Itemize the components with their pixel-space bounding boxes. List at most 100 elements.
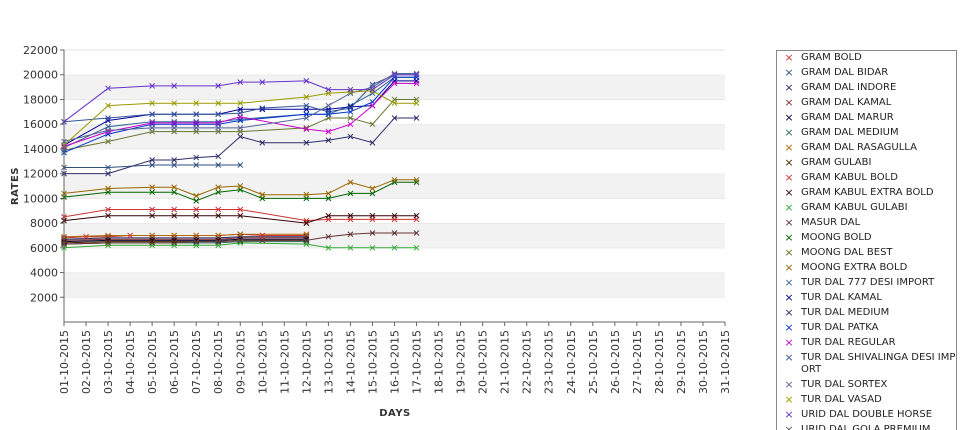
legend-item: × TUR DAL 777 DESI IMPORT [777,276,956,291]
x-tick-label: 27-10-2015 [631,330,644,394]
legend-marker-icon: × [784,261,794,274]
legend-item: × MOONG BOLD [777,231,956,246]
data-point-gram-dal-medium [303,238,310,245]
data-point-tur-dal-777-desi-import [171,118,178,125]
series-line-gram-dal-kamal [63,237,307,241]
data-point-gram-dal-rasagulla [105,232,111,239]
legend-item: × GRAM KABUL EXTRA BOLD [777,186,956,201]
data-point-moong-extra-bold [413,176,420,183]
legend-label: TUR DAL PATKA [801,322,879,333]
data-point-gram-dal-bidar [105,164,111,171]
y-tick-label: 22000 [23,44,58,57]
legend-item: × TUR DAL KAMAL [777,291,956,306]
data-point-moong-bold [193,197,200,204]
series-line-moong-extra-bold [63,179,417,197]
data-point-gram-kabul-extra-bold [237,212,244,219]
data-point-tur-dal-medium [259,139,266,146]
data-point-gram-kabul-gulabi [391,244,398,251]
legend-item: × GRAM KABUL GULABI [777,201,956,216]
x-tick-label: 17-10-2015 [411,330,424,394]
data-point-moong-bold [325,195,332,202]
legend-marker-icon: × [784,393,794,406]
data-point-tur-dal-shivalinga-desi-import [237,110,244,116]
legend-item: × GRAM GULABI [777,156,956,171]
data-point-masur-dal [171,240,178,246]
x-tick-label: 23-10-2015 [543,330,556,394]
x-tick-label: 26-10-2015 [609,330,622,394]
data-point-moong-extra-bold [149,184,155,191]
legend-item: × GRAM BOLD [777,51,956,66]
data-point-moong-bold [149,189,155,196]
data-point-tur-dal-kamal [105,117,111,124]
data-point-tur-dal-777-desi-import [237,116,244,123]
data-point-tur-dal-777-desi-import [215,118,222,125]
x-tick-label: 21-10-2015 [499,330,512,394]
data-point-gram-kabul-bold [149,206,155,213]
legend-marker-icon: × [784,408,794,421]
legend-label: MASUR DAL [801,217,861,228]
legend-item: × GRAM DAL BIDAR [777,66,956,81]
x-tick-label: 07-10-2015 [190,330,203,394]
data-point-urid-dal-double-horse [369,86,376,93]
legend-label: TUR DAL MEDIUM [801,307,890,318]
legend-item: × GRAM KABUL BOLD [777,171,956,186]
data-point-tur-dal-medium [391,115,398,121]
data-point-gram-dal-marur [171,237,178,244]
legend-marker-icon: × [784,66,794,79]
data-point-gram-dal-rasagulla [193,232,200,239]
data-point-gram-dal-marur [149,237,155,244]
x-tick-label: 05-10-2015 [146,330,159,394]
data-point-tur-dal-vasad [391,100,398,107]
data-point-masur-dal [193,238,200,245]
legend-item: × TUR DAL SHIVALINGA DESI IMPORT [777,351,956,378]
data-point-masur-dal [391,230,398,236]
legend-marker-icon: × [784,51,794,64]
data-point-tur-dal-sortex [149,125,155,131]
data-point-tur-dal-medium [325,137,332,144]
legend-item: × GRAM DAL MARUR [777,111,956,126]
data-point-gram-dal-rasagulla [171,232,178,239]
data-point-moong-dal-best [303,125,310,131]
legend-marker-icon: × [784,378,794,391]
legend-label: MOONG BOLD [801,232,872,243]
legend-item: × GRAM DAL KAMAL [777,96,956,111]
data-point-urid-dal-double-horse [347,86,354,93]
data-point-moong-extra-bold [347,179,354,186]
grid-band [64,74,725,100]
legend-marker-icon: × [784,156,794,169]
data-point-gram-kabul-gulabi [413,244,420,251]
legend-marker-icon: × [784,276,794,289]
x-tick-label: 04-10-2015 [124,330,137,394]
legend-label: GRAM DAL MEDIUM [801,127,899,138]
data-point-tur-dal-shivalinga-desi-import [105,115,111,121]
grid-band [64,173,725,199]
data-point-tur-dal-sortex [325,102,332,109]
data-point-tur-dal-sortex [391,70,398,77]
data-point-moong-bold [171,189,178,196]
legend-item: × TUR DAL PATKA [777,321,956,336]
y-tick-label: 10000 [23,192,58,205]
y-tick-label: 8000 [30,217,58,230]
data-point-gram-kabul-extra-bold [347,212,354,219]
data-point-gram-kabul-extra-bold [369,212,376,219]
data-point-masur-dal [325,233,332,240]
y-axis-label: RATES [10,167,21,205]
legend-marker-icon: × [784,321,794,334]
series-line-gram-dal-rasagulla [63,233,307,238]
legend-item: × GRAM DAL INDORE [777,81,956,96]
legend-label: GRAM DAL RASAGULLA [801,142,917,153]
legend-marker-icon: × [784,126,794,139]
x-tick-label: 20-10-2015 [477,330,490,394]
data-point-gram-dal-medium [215,240,222,246]
series-points [61,70,420,251]
data-point-tur-dal-shivalinga-desi-import [215,111,222,118]
data-point-urid-dal-double-horse [237,79,244,85]
data-point-gram-kabul-gulabi [237,240,244,246]
data-point-tur-dal-shivalinga-desi-import [347,105,354,111]
x-tick-label: 12-10-2015 [300,330,313,394]
data-point-tur-dal-shivalinga-desi-import [171,111,178,118]
x-tick-label: 16-10-2015 [389,330,402,394]
legend-label: GRAM DAL INDORE [801,82,897,93]
data-point-masur-dal [237,237,244,244]
data-point-tur-dal-medium [347,133,354,140]
